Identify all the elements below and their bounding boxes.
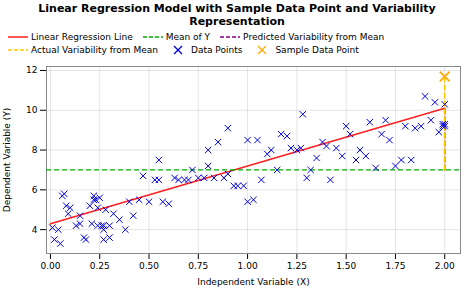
svg-text:12: 12 <box>26 65 37 75</box>
svg-text:10: 10 <box>26 105 38 115</box>
svg-text:2.00: 2.00 <box>435 261 455 271</box>
html-text:Linear Regression Line: Linear Regression Line <box>31 32 133 42</box>
html-text:Data Points: Data Points <box>191 45 243 55</box>
svg-text:1.00: 1.00 <box>238 261 258 271</box>
svg-text:1.25: 1.25 <box>287 261 307 271</box>
svg-text:1.75: 1.75 <box>385 261 405 271</box>
html-text:Sample Data Point: Sample Data Point <box>275 45 359 55</box>
svg-text:0.75: 0.75 <box>188 261 208 271</box>
svg-text:0.50: 0.50 <box>139 261 159 271</box>
svg-text:6: 6 <box>32 185 38 195</box>
svg-text:8: 8 <box>32 145 38 155</box>
svg-text:Independent Variable (X): Independent Variable (X) <box>197 277 309 287</box>
svg-text:4: 4 <box>32 225 38 235</box>
svg-text:1.50: 1.50 <box>336 261 356 271</box>
html-text:Mean of Y: Mean of Y <box>165 32 211 42</box>
svg-text:0.25: 0.25 <box>90 261 110 271</box>
svg-text:0.00: 0.00 <box>40 261 60 271</box>
svg-text:Dependent Variable (Y): Dependent Variable (Y) <box>2 108 12 213</box>
html-text:Linear Regression Model with S: Linear Regression Model with Sample Data… <box>38 2 436 28</box>
html-text:Predicted Variability from Mea: Predicted Variability from Mean <box>243 32 385 42</box>
html-text:Actual Variability from Mean: Actual Variability from Mean <box>31 45 158 55</box>
